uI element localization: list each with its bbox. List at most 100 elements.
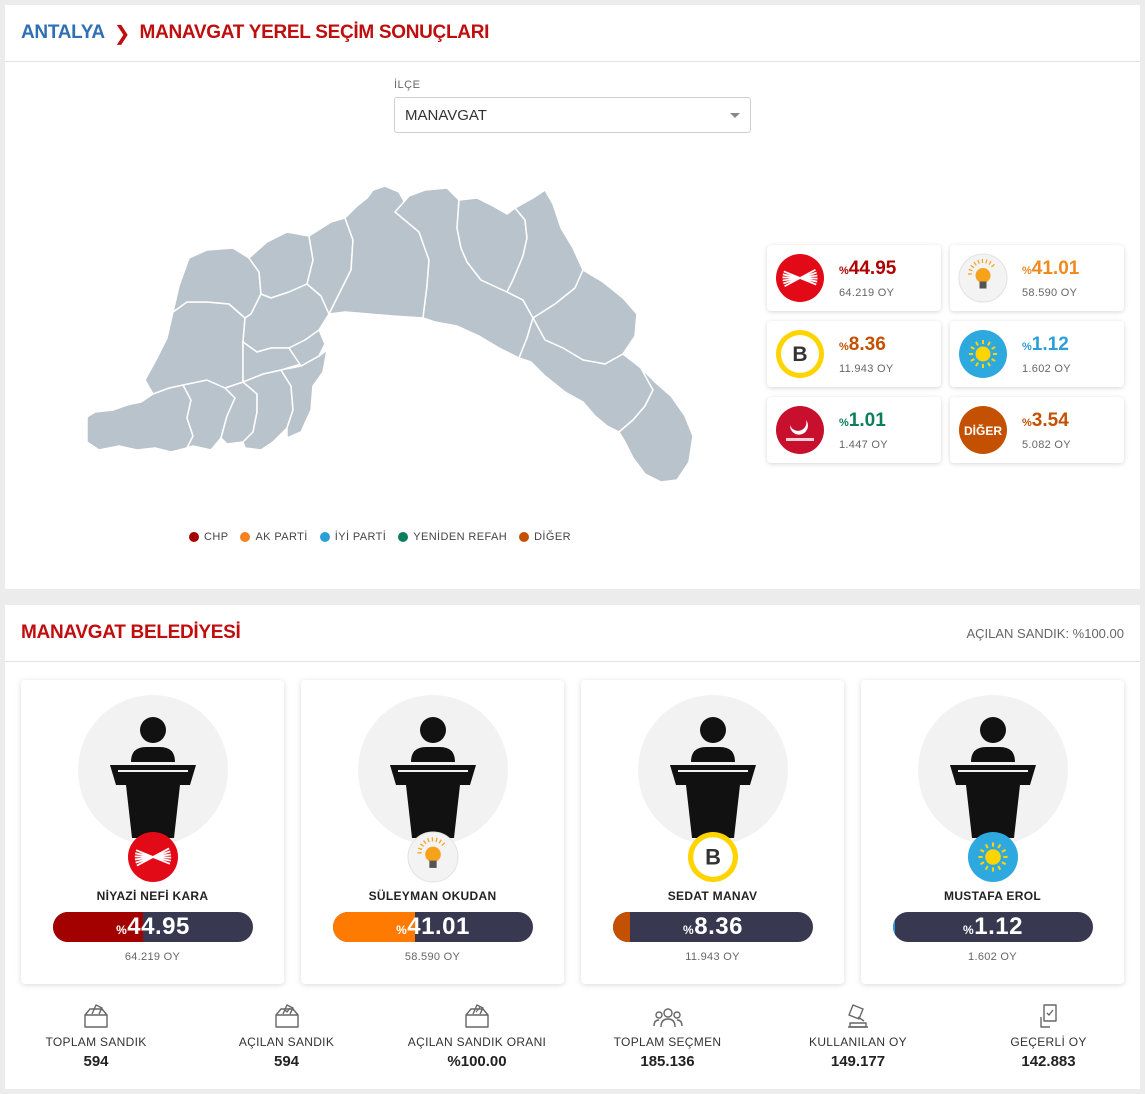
party-result-card[interactable]: %1.12 1.602 OY (950, 321, 1124, 387)
b-letter-logo: B (775, 329, 825, 379)
party-votes: 58.590 OY (1022, 287, 1078, 299)
svg-text:B: B (792, 343, 807, 366)
stat-item: AÇILAN SANDIK 594 (192, 1001, 382, 1070)
voters-icon (573, 1001, 763, 1029)
party-percentage: %3.54 (1022, 410, 1069, 431)
candidate-votes: 11.943 OY (685, 951, 740, 963)
district-select[interactable]: MANAVGAT (394, 97, 751, 133)
stat-value: 594 (83, 1053, 109, 1070)
diger-logo: DİĞER (958, 405, 1008, 455)
candidate-vote-bar: %44.95 (53, 912, 253, 942)
ballot-box-check-icon (192, 1001, 382, 1029)
ballot-box-percent-icon (382, 1001, 572, 1029)
legend-item: DİĞER (519, 531, 571, 543)
akp-bulb-logo (958, 253, 1008, 303)
legend-dot-icon (189, 532, 199, 542)
candidate-vote-bar-fill (333, 912, 416, 942)
valid-vote-icon (954, 1001, 1144, 1029)
candidate-card[interactable]: MUSTAFA EROL %1.12 1.602 OY (861, 680, 1124, 984)
candidate-vote-bar: %41.01 (333, 912, 533, 942)
map-district-elmali[interactable] (144, 301, 246, 395)
legend-label: YENİDEN REFAH (413, 531, 508, 543)
legend-dot-icon (319, 532, 330, 542)
legend-label: AK PARTİ (255, 531, 308, 543)
candidate-votes: 58.590 OY (404, 951, 461, 963)
stat-value: 149.177 (830, 1053, 886, 1070)
party-result-card[interactable]: %41.01 58.590 OY (950, 245, 1124, 311)
party-percentage: %44.95 (839, 258, 897, 279)
party-votes: 5.082 OY (1022, 439, 1071, 451)
breadcrumb-province[interactable]: ANTALYA (21, 22, 105, 43)
candidate-card[interactable]: NİYAZİ NEFİ KARA %44.95 64.219 OY (21, 680, 284, 984)
candidate-votes: 1.602 OY (968, 951, 1017, 963)
podium-speaker-icon (104, 714, 202, 845)
candidate-name: NİYAZİ NEFİ KARA (96, 889, 209, 903)
ballot-box-icon (1, 1001, 191, 1029)
party-percentage: %1.12 (1022, 334, 1069, 355)
stat-label: TOPLAM SEÇMEN (613, 1035, 722, 1049)
sun-logo (958, 329, 1008, 379)
municipality-header: MANAVGAT BELEDİYESİ AÇILAN SANDIK: %100.… (5, 605, 1140, 662)
chevron-right-icon: ❯ (113, 22, 131, 45)
party-votes: 1.447 OY (839, 439, 888, 451)
svg-text:DİĞER: DİĞER (964, 423, 1002, 438)
svg-text:B: B (705, 844, 721, 869)
candidate-name: SÜLEYMAN OKUDAN (368, 889, 497, 903)
map-legend: CHP AK PARTİ İYİ PARTİ YENİDEN REFAH DİĞER (189, 531, 583, 543)
stat-item: TOPLAM SEÇMEN 185.136 (573, 1001, 763, 1070)
party-result-card[interactable]: %1.01 1.447 OY (767, 397, 941, 463)
candidate-percentage: %41.01 (396, 913, 470, 940)
stat-label: KULLANILAN OY (809, 1035, 907, 1049)
candidate-card[interactable]: SÜLEYMAN OKUDAN %41.01 58.590 OY (301, 680, 564, 984)
stat-value: 185.136 (640, 1053, 695, 1070)
candidate-vote-bar: %8.36 (613, 912, 813, 942)
legend-dot-icon (519, 532, 530, 542)
podium-speaker-icon (664, 714, 762, 845)
b-letter-logo: B (687, 831, 739, 883)
results-map-panel: ANTALYA ❯ MANAVGAT YEREL SEÇİM SONUÇLARI… (5, 5, 1140, 589)
map-district-muratpasa[interactable] (288, 329, 326, 367)
candidate-card[interactable]: B SEDAT MANAV %8.36 11.943 OY (581, 680, 844, 984)
breadcrumb: ANTALYA ❯ MANAVGAT YEREL SEÇİM SONUÇLARI (5, 5, 1140, 62)
akp-bulb-logo (407, 831, 459, 883)
party-percentage: %8.36 (839, 334, 886, 355)
party-percentage: %1.01 (839, 410, 886, 431)
legend-dot-icon (240, 532, 251, 542)
caret-down-icon (730, 113, 740, 118)
stat-value: %100.00 (447, 1053, 507, 1070)
page-title: MANAVGAT YEREL SEÇİM SONUÇLARI (139, 22, 490, 43)
party-votes: 11.943 OY (839, 363, 894, 375)
podium-speaker-icon (384, 714, 482, 845)
party-result-card[interactable]: B %8.36 11.943 OY (767, 321, 941, 387)
map-district-gazipasa[interactable] (618, 367, 694, 483)
stat-item: TOPLAM SANDIK 594 (1, 1001, 191, 1070)
chp-logo (775, 253, 825, 303)
legend-item: CHP (189, 531, 228, 543)
candidate-name: MUSTAFA EROL (944, 889, 1041, 903)
party-votes: 64.219 OY (839, 287, 895, 299)
party-result-card[interactable]: %44.95 64.219 OY (767, 245, 941, 311)
sun-logo (967, 831, 1019, 883)
podium-speaker-icon (944, 714, 1042, 845)
candidate-percentage: %1.12 (963, 913, 1023, 940)
district-select-group: İLÇE MANAVGAT (394, 79, 751, 133)
candidate-vote-bar: %1.12 (893, 912, 1093, 942)
legend-label: İYİ PARTİ (334, 531, 387, 543)
candidate-votes: 64.219 OY (124, 951, 181, 963)
cast-vote-icon (763, 1001, 953, 1029)
stat-item: GEÇERLİ OY 142.883 (954, 1001, 1144, 1070)
province-map (86, 185, 694, 483)
party-votes: 1.602 OY (1022, 363, 1071, 375)
legend-dot-icon (398, 532, 409, 542)
legend-item: YENİDEN REFAH (398, 531, 507, 543)
stat-label: AÇILAN SANDIK ORANI (407, 1035, 547, 1049)
party-result-card[interactable]: DİĞER %3.54 5.082 OY (950, 397, 1124, 463)
stat-value: 594 (273, 1053, 300, 1070)
district-select-value: MANAVGAT (405, 106, 487, 124)
candidate-percentage: %8.36 (683, 913, 743, 940)
stat-item: KULLANILAN OY 149.177 (763, 1001, 953, 1070)
legend-label: CHP (204, 531, 229, 543)
stat-label: AÇILAN SANDIK (238, 1035, 335, 1049)
map-district-kas[interactable] (86, 384, 194, 453)
opened-ballots-text: AÇILAN SANDIK: %100.00 (966, 625, 1124, 641)
